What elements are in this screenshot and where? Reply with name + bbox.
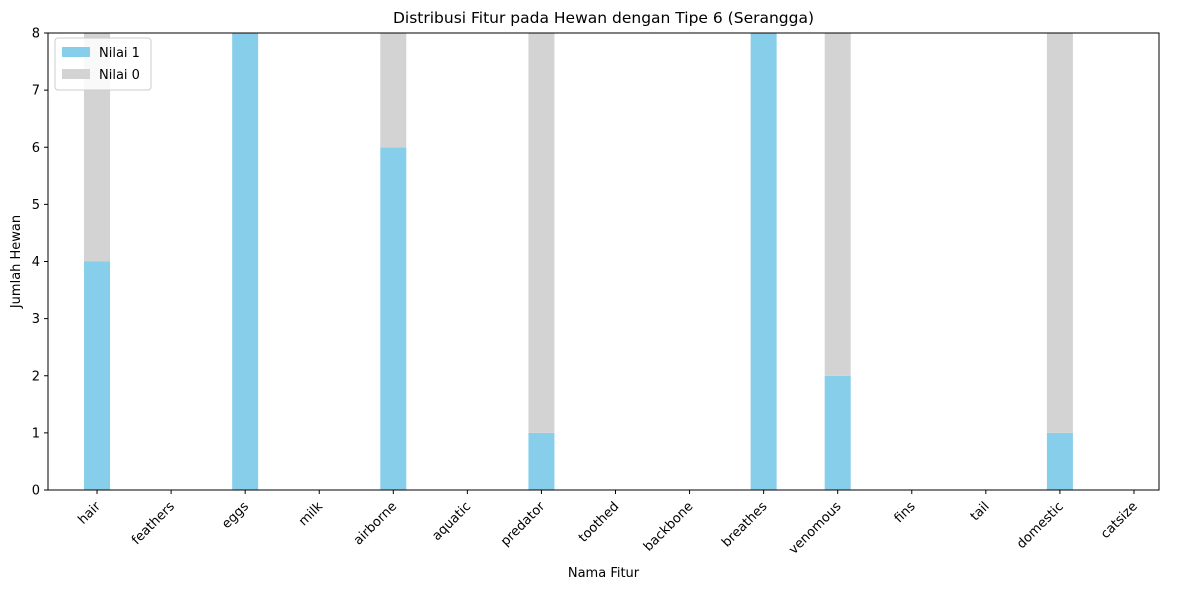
x-tick-label-airborne: airborne [351, 499, 400, 548]
x-tick-label-hair: hair [75, 499, 104, 528]
x-tick-label-venomous: venomous [786, 499, 845, 558]
y-tick-label: 8 [32, 27, 40, 42]
bar-nilai-0-venomous [824, 33, 851, 376]
plot-frame [47, 32, 1160, 491]
chart-title: Distribusi Fitur pada Hewan dengan Tipe … [393, 9, 814, 27]
y-tick-label: 5 [32, 198, 40, 213]
x-axis-label: Nama Fitur [568, 566, 640, 581]
x-tick-label-tail: tail [968, 499, 993, 524]
x-tick-label-catsize: catsize [1098, 499, 1141, 542]
bar-nilai-1-domestic [1046, 432, 1073, 490]
legend-swatch [62, 69, 90, 79]
x-tick-label-toothed: toothed [576, 499, 622, 545]
y-tick-label: 2 [32, 369, 40, 384]
y-tick-label: 1 [32, 426, 40, 441]
bar-nilai-1-venomous [824, 375, 851, 490]
x-tick-label-domestic: domestic [1014, 499, 1067, 552]
bar-nilai-1-airborne [380, 147, 407, 490]
bar-nilai-1-hair [84, 261, 111, 490]
x-tick-label-eggs: eggs [219, 499, 252, 532]
bar-nilai-0-predator [528, 33, 555, 433]
bar-nilai-1-predator [528, 432, 555, 490]
bar-nilai-0-airborne [380, 33, 407, 148]
x-tick-label-predator: predator [498, 499, 549, 550]
bar-nilai-0-domestic [1046, 33, 1073, 433]
legend-label: Nilai 1 [99, 46, 140, 61]
x-tick-label-fins: fins [892, 499, 919, 526]
y-tick-label: 7 [32, 84, 40, 99]
y-tick-label: 3 [32, 312, 40, 327]
legend: Nilai 1 Nilai 0 [54, 37, 152, 91]
x-tick-label-feathers: feathers [129, 499, 178, 548]
y-tick-label: 4 [32, 255, 40, 270]
bars-group [84, 33, 1073, 490]
x-tick-label-backbone: backbone [641, 499, 696, 554]
y-tick-label: 0 [32, 484, 40, 499]
x-tick-label-breathes: breathes [719, 499, 770, 550]
bar-nilai-1-breathes [750, 33, 777, 490]
legend-label: Nilai 0 [99, 68, 140, 83]
x-tick-label-milk: milk [296, 499, 326, 529]
x-tick-label-aquatic: aquatic [429, 499, 474, 544]
bar-nilai-1-eggs [232, 33, 259, 490]
legend-swatch [62, 47, 90, 57]
x-axis: hair feathers eggs milk airborne aquatic preda… [75, 490, 1141, 558]
y-axis: 0 1 2 3 4 5 6 7 8 [32, 27, 48, 499]
y-tick-label: 6 [32, 141, 40, 156]
y-axis-label: Jumlah Hewan [9, 215, 24, 309]
